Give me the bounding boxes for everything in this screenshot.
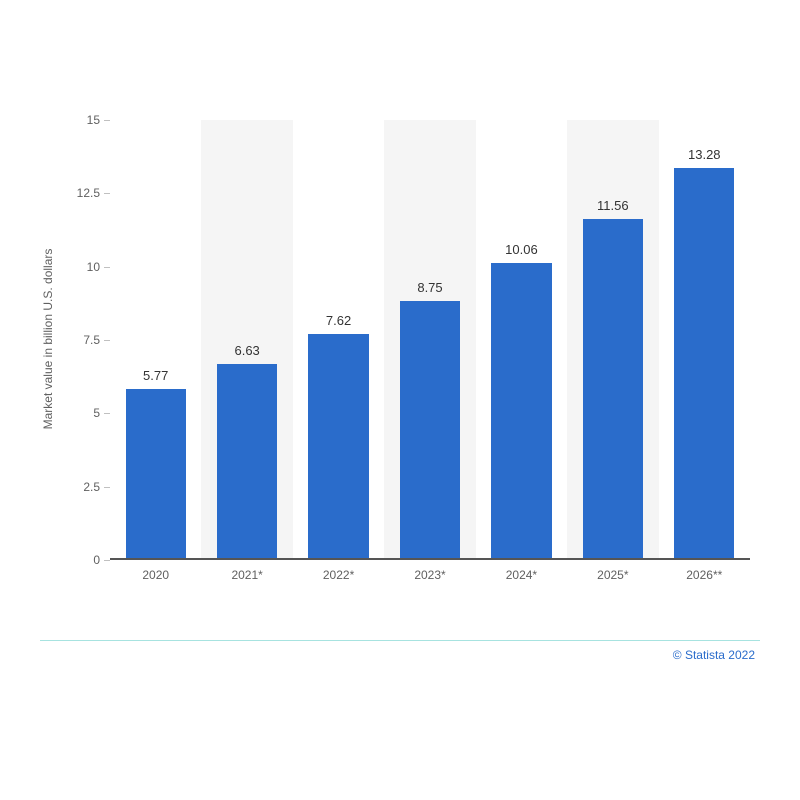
bar-value-label: 5.77 bbox=[126, 368, 186, 383]
y-tick bbox=[104, 413, 110, 414]
x-tick-label: 2023* bbox=[414, 568, 445, 582]
footer-divider bbox=[40, 640, 760, 641]
y-tick-label: 2.5 bbox=[60, 480, 100, 494]
bar bbox=[126, 389, 186, 558]
y-tick bbox=[104, 560, 110, 561]
y-tick bbox=[104, 193, 110, 194]
bar bbox=[217, 364, 277, 558]
x-tick-label: 2020 bbox=[142, 568, 169, 582]
y-tick bbox=[104, 487, 110, 488]
bar bbox=[583, 219, 643, 558]
bar bbox=[491, 263, 551, 558]
x-tick-label: 2025* bbox=[597, 568, 628, 582]
bar-value-label: 6.63 bbox=[217, 343, 277, 358]
attribution-text: © Statista 2022 bbox=[673, 648, 755, 662]
bar bbox=[308, 334, 368, 558]
bar-value-label: 7.62 bbox=[309, 313, 369, 328]
y-tick-label: 10 bbox=[60, 260, 100, 274]
y-tick-label: 7.5 bbox=[60, 333, 100, 347]
x-tick-label: 2024* bbox=[506, 568, 537, 582]
bar-value-label: 13.28 bbox=[674, 147, 734, 162]
y-tick-label: 5 bbox=[60, 406, 100, 420]
chart-container: Market value in billion U.S. dollars 0 2.… bbox=[40, 120, 760, 600]
x-tick-label: 2021* bbox=[231, 568, 262, 582]
bar-value-label: 10.06 bbox=[491, 242, 551, 257]
y-tick-label: 12.5 bbox=[60, 186, 100, 200]
y-axis-title: Market value in billion U.S. dollars bbox=[41, 249, 55, 430]
plot-area: Market value in billion U.S. dollars 02.… bbox=[110, 120, 750, 560]
bar-value-label: 8.75 bbox=[400, 280, 460, 295]
y-tick-label: 0 bbox=[60, 553, 100, 567]
bar bbox=[400, 301, 460, 558]
y-tick bbox=[104, 267, 110, 268]
x-tick-label: 2026** bbox=[686, 568, 722, 582]
bar-value-label: 11.56 bbox=[583, 198, 643, 213]
bar bbox=[674, 168, 734, 558]
y-tick bbox=[104, 120, 110, 121]
y-tick bbox=[104, 340, 110, 341]
y-tick-label: 15 bbox=[60, 113, 100, 127]
x-tick-label: 2022* bbox=[323, 568, 354, 582]
